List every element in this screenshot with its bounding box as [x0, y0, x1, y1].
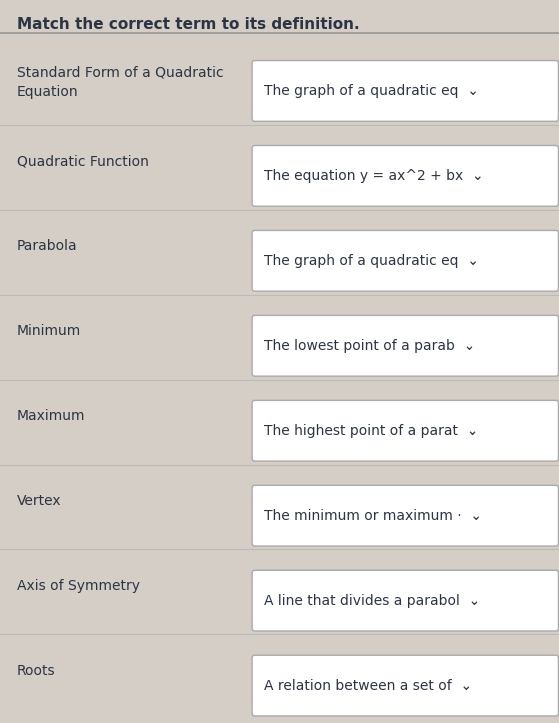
FancyBboxPatch shape [252, 231, 558, 291]
Text: Equation: Equation [17, 85, 78, 98]
Text: The minimum or maximum ·  ⌄: The minimum or maximum · ⌄ [264, 509, 482, 523]
Text: Parabola: Parabola [17, 239, 77, 253]
Text: Quadratic Function: Quadratic Function [17, 155, 149, 168]
Text: The lowest point of a parab  ⌄: The lowest point of a parab ⌄ [264, 339, 476, 353]
Text: Standard Form of a Quadratic: Standard Form of a Quadratic [17, 66, 224, 80]
FancyBboxPatch shape [252, 485, 558, 546]
Text: Axis of Symmetry: Axis of Symmetry [17, 579, 140, 593]
Text: Minimum: Minimum [17, 325, 81, 338]
FancyBboxPatch shape [252, 570, 558, 631]
FancyBboxPatch shape [252, 655, 558, 716]
FancyBboxPatch shape [252, 61, 558, 121]
FancyBboxPatch shape [252, 145, 558, 206]
Text: A line that divides a parabol  ⌄: A line that divides a parabol ⌄ [264, 594, 481, 607]
FancyBboxPatch shape [252, 401, 558, 461]
Text: Maximum: Maximum [17, 409, 86, 423]
Text: The equation y = ax^2 + bx  ⌄: The equation y = ax^2 + bx ⌄ [264, 169, 484, 183]
Text: Match the correct term to its definition.: Match the correct term to its definition… [17, 17, 359, 32]
Text: A relation between a set of  ⌄: A relation between a set of ⌄ [264, 679, 472, 693]
Text: The highest point of a parat  ⌄: The highest point of a parat ⌄ [264, 424, 479, 437]
Text: The graph of a quadratic eq  ⌄: The graph of a quadratic eq ⌄ [264, 254, 479, 268]
FancyBboxPatch shape [252, 315, 558, 376]
Text: Roots: Roots [17, 664, 55, 678]
Text: The graph of a quadratic eq  ⌄: The graph of a quadratic eq ⌄ [264, 84, 479, 98]
Text: Vertex: Vertex [17, 495, 61, 508]
